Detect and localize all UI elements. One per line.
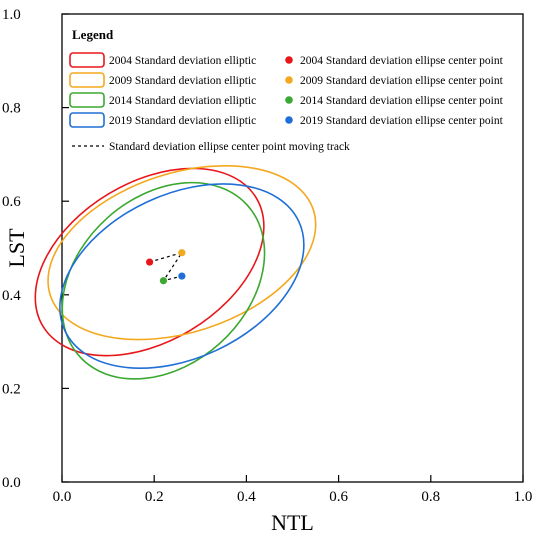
center-moving-track	[149, 251, 184, 282]
legend-point-swatch	[285, 116, 293, 124]
y-tick-label: 0.0	[2, 475, 21, 491]
legend-point-label: 2014 Standard deviation ellipse center p…	[300, 95, 504, 107]
ellipse-2004	[34, 167, 265, 357]
y-tick-label: 0.2	[2, 381, 21, 397]
ellipse-2014	[61, 181, 266, 380]
x-tick-label: 0.0	[53, 489, 72, 505]
x-tick-label: 0.2	[145, 489, 164, 505]
legend-point-swatch	[285, 56, 293, 64]
legend-ellipse-swatch	[69, 52, 105, 68]
ellipse-2009	[47, 164, 317, 341]
plot-frame	[61, 13, 524, 483]
legend-ellipse-swatch	[69, 72, 105, 88]
y-tick-label: 0.8	[2, 101, 21, 117]
legend-ellipse-swatch	[69, 112, 105, 128]
ellipse-2019	[59, 183, 305, 369]
legend-ellipse-label: 2014 Standard deviation elliptic	[109, 95, 256, 107]
y-tick-label: 0.4	[2, 288, 21, 304]
legend-track-label: Standard deviation ellipse center point …	[109, 141, 350, 153]
legend-ellipse-label: 2004 Standard deviation elliptic	[109, 55, 256, 67]
center-point-2004	[145, 258, 154, 266]
legend-ellipse-label: 2009 Standard deviation elliptic	[109, 75, 256, 87]
legend-ellipse-swatch	[69, 92, 105, 108]
x-axis-title: NTL	[271, 510, 314, 535]
y-tick-label: 1.0	[2, 7, 21, 23]
legend-title: Legend	[72, 27, 114, 42]
x-tick-label: 1.0	[514, 489, 533, 505]
x-tick-label: 0.4	[237, 489, 256, 505]
center-point-2009	[178, 249, 186, 257]
legend-point-swatch	[285, 76, 293, 84]
legend-ellipse-label: 2019 Standard deviation elliptic	[109, 115, 256, 127]
x-tick-label: 0.6	[329, 489, 348, 505]
y-tick-label: 0.6	[2, 194, 21, 210]
legend-point-label: 2009 Standard deviation ellipse center p…	[300, 75, 504, 87]
x-tick-label: 0.8	[421, 489, 440, 505]
legend-point-label: 2004 Standard deviation ellipse center p…	[300, 55, 504, 67]
legend-point-label: 2019 Standard deviation ellipse center p…	[300, 115, 504, 127]
center-point-2019	[178, 272, 186, 280]
center-point-2014	[159, 277, 168, 285]
y-axis-title: LST	[4, 228, 29, 268]
legend-point-swatch	[285, 96, 293, 104]
